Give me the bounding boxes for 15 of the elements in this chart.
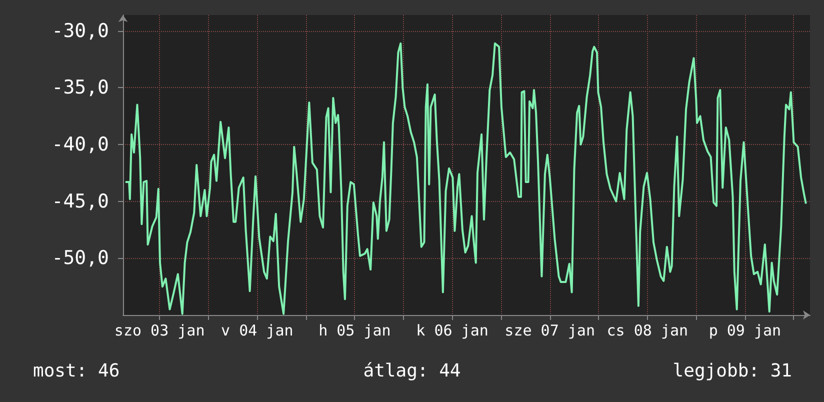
text: legjobb: 31 — [672, 360, 792, 382]
x-tick-label: k 06 jan — [416, 322, 488, 340]
text: most: 46 — [33, 360, 120, 382]
x-tick-label: h 05 jan — [318, 322, 391, 340]
x-tick-label: p 09 jan — [708, 322, 782, 340]
x-tick-label: sze 07 jan — [504, 322, 595, 340]
y-tick-label: -30,0 — [52, 20, 109, 42]
x-tick-label: v 04 jan — [221, 322, 294, 340]
x-tick-label: szo 03 jan — [114, 322, 205, 340]
text: átlag: 44 — [363, 360, 461, 382]
y-tick-label: -45,0 — [52, 190, 109, 212]
y-tick-label: -35,0 — [52, 76, 109, 99]
y-tick-label: -50,0 — [52, 247, 109, 270]
y-tick-label: -40,0 — [52, 134, 109, 156]
x-tick-label: cs 08 jan — [606, 322, 688, 340]
